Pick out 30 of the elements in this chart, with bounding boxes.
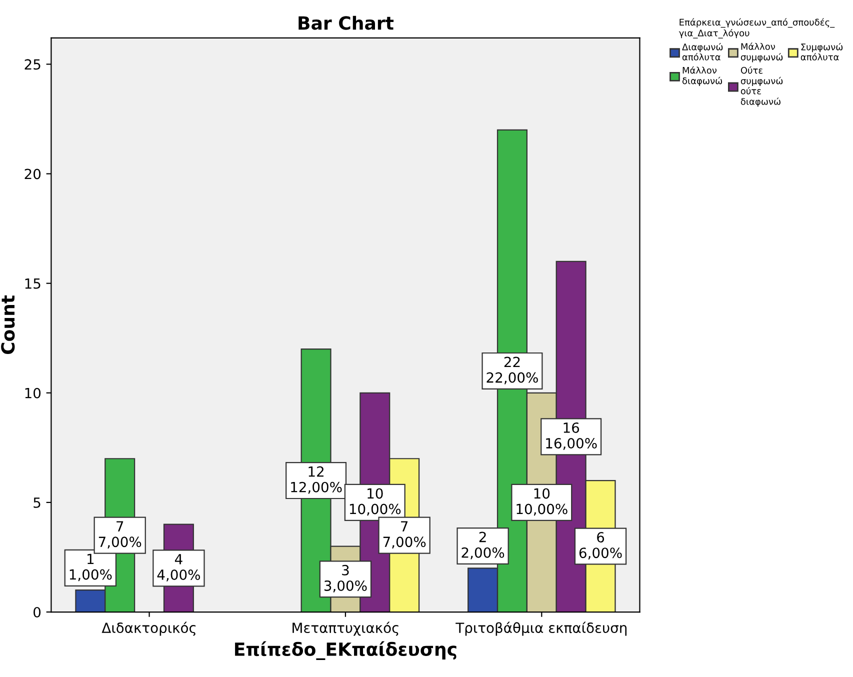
- data-label: 12 12,00%: [291, 466, 342, 494]
- data-label: 10 10,00%: [516, 488, 568, 516]
- y-tick-label: 10: [25, 388, 41, 398]
- data-label: 7 7,00%: [98, 521, 142, 549]
- x-tick-label: Μεταπτυχιακός: [292, 622, 398, 636]
- x-axis-title: Επίπεδο_ΕΚπαίδευσης: [235, 641, 456, 660]
- legend-label: Ούτε συμφωνώ ούτε διαφωνώ: [740, 66, 783, 107]
- data-label: 2 2,00%: [462, 532, 504, 560]
- chart-title: Bar Chart: [298, 16, 394, 30]
- y-tick-label: 20: [24, 168, 41, 180]
- data-label: 6 6,00%: [579, 532, 622, 560]
- y-tick-label: 25: [24, 59, 40, 70]
- legend-label: Διαφωνώ απόλυτα: [682, 42, 723, 60]
- y-tick-label: 5: [34, 498, 40, 508]
- legend-label: Μάλλον διαφωνώ: [682, 66, 722, 86]
- data-label: 4 4,00%: [157, 554, 200, 582]
- y-tick-label: 15: [25, 278, 40, 289]
- data-label: 7 7,00%: [383, 521, 426, 549]
- x-tick-label: Διδακτορικός: [102, 622, 196, 636]
- y-axis-title: Count: [1, 295, 15, 354]
- legend-label: Μάλλον συμφωνώ: [740, 42, 783, 62]
- data-label: 3 3,00%: [324, 564, 367, 592]
- x-tick-label: Τριτοβάθμια εκπαίδευση: [456, 622, 626, 636]
- data-label: 10 10,00%: [350, 488, 401, 516]
- legend-label: Συμφωνώ απόλυτα: [800, 42, 843, 60]
- data-label: 1 1,00%: [70, 554, 112, 582]
- legend-title: Επάρκεια_γνώσεων_από_σπουδές_ για_Διατ_λόγου: [678, 18, 835, 38]
- data-label: 22 22,00%: [486, 356, 538, 384]
- data-label: 16 16,00%: [546, 422, 597, 450]
- y-tick-label: 0: [34, 606, 41, 618]
